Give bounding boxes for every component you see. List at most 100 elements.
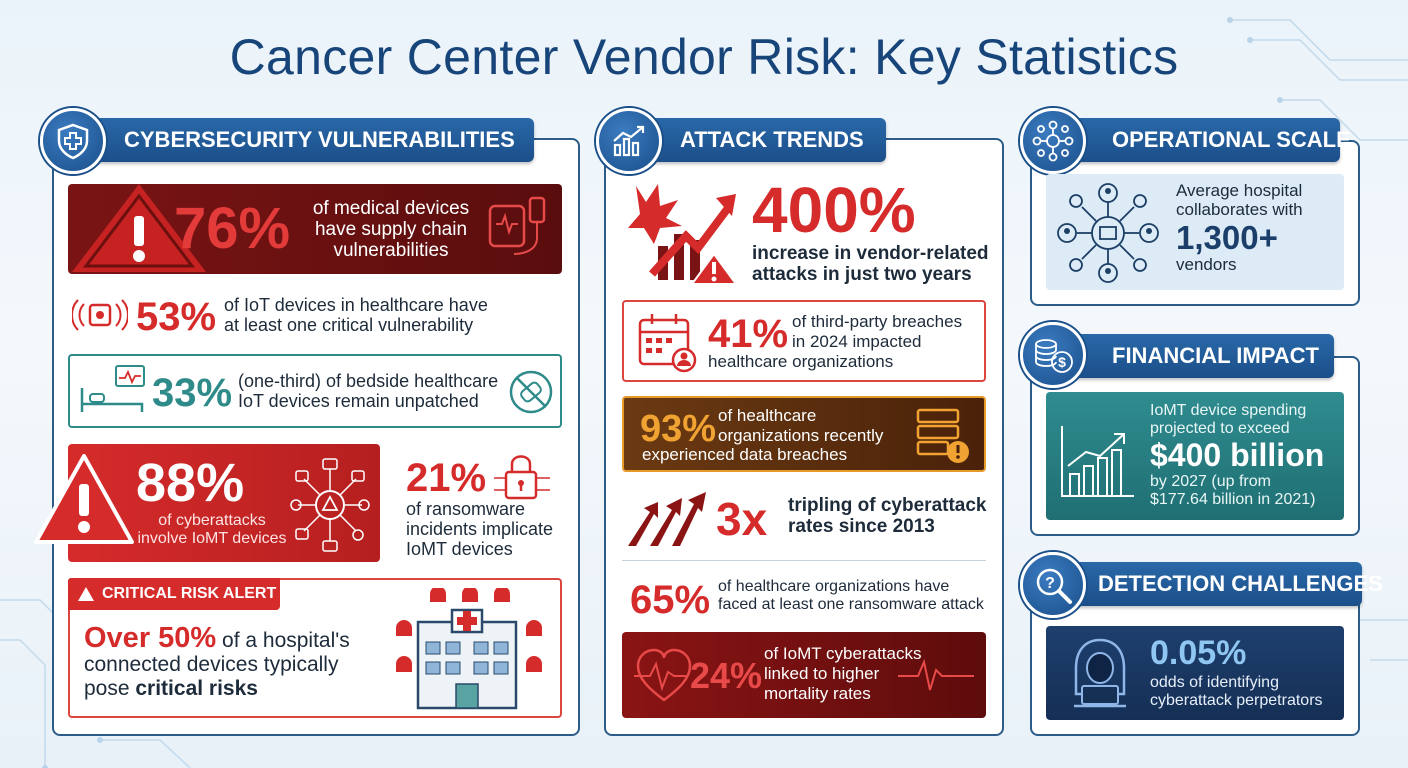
operational-scale-header-label: OPERATIONAL SCALE xyxy=(1112,127,1351,152)
stat-3x-text-line2: rates since 2013 xyxy=(788,515,935,537)
stat-93-text-line3: experienced data breaches xyxy=(642,445,848,465)
critical-risk-label-box: CRITICAL RISK ALERT xyxy=(68,578,280,610)
network-icon xyxy=(1020,108,1086,174)
coins-dollar-icon: $ xyxy=(1020,322,1086,388)
detection-value: 0.05% xyxy=(1150,634,1247,672)
magnifier-question-icon: ? xyxy=(1020,552,1086,618)
iot-signal-icon xyxy=(72,299,128,331)
stat-65-text-line2: faced at least one ransomware attack xyxy=(718,595,984,613)
cybersecurity-header-label: CYBERSECURITY VULNERABILITIES xyxy=(124,127,515,152)
stat-65-text-line1: of healthcare organizations have xyxy=(718,578,950,595)
stat-3x-value: 3x xyxy=(716,493,768,545)
attack-trends-header: ATTACK TRENDS xyxy=(630,118,886,162)
detection-header: DETECTION CHALLENGES xyxy=(1062,562,1383,606)
financial-impact-header: FINANCIAL IMPACT xyxy=(1062,334,1334,378)
stat-65-value: 65% xyxy=(630,578,711,622)
alert-warning-icon xyxy=(78,587,94,601)
ecg-line-icon xyxy=(898,658,974,691)
financial-impact-card: IoMT device spending projected to exceed… xyxy=(1046,392,1344,520)
financial-impact-text-line1: IoMT device spending xyxy=(1150,402,1307,419)
stat-24-text: of IoMT cyberattacks linked to higher mo… xyxy=(764,644,921,704)
triple-arrow-icon xyxy=(628,492,706,546)
stat-88-text: of cyberattacks involve IoMT devices xyxy=(134,512,290,547)
stat-93-text-line2: organizations recently xyxy=(718,425,884,445)
medical-device-icon xyxy=(488,196,546,255)
stat-3x-text-line1: tripling of cyberattack xyxy=(788,495,987,516)
stat-21-text-line1: of ransomware xyxy=(406,499,526,519)
ransomware-lock-icon xyxy=(494,455,550,500)
critical-risk-text-line2: connected devices typically xyxy=(84,653,339,676)
stat-24-text-line3: mortality rates xyxy=(764,684,871,704)
stat-76-text-line3: vulnerabilities xyxy=(333,239,449,261)
stat-24-text-line2: linked to higher xyxy=(764,664,880,684)
critical-risk-lead: Over 50% xyxy=(84,622,217,654)
operational-scale-text-line3: vendors xyxy=(1176,255,1237,275)
svg-text:$: $ xyxy=(1058,354,1066,370)
detection-header-label: DETECTION CHALLENGES xyxy=(1098,571,1383,596)
stat-88-value: 88% xyxy=(136,453,245,513)
stat-76-text-line1: of medical devices xyxy=(312,198,470,219)
database-warning-icon xyxy=(916,408,969,463)
stat-400-text: increase in vendor-related attacks in ju… xyxy=(752,243,989,286)
stat-21-value: 21% xyxy=(406,456,487,500)
heartbeat-icon xyxy=(634,648,692,702)
detection-text: odds of identifying cyberattack perpetra… xyxy=(1150,674,1323,709)
stat-76-text-line2: have supply chain xyxy=(314,218,468,240)
operational-scale-header: OPERATIONAL SCALE xyxy=(1062,118,1351,162)
stat-76-value: 76% xyxy=(174,196,291,261)
critical-risk-label: CRITICAL RISK ALERT xyxy=(102,585,277,602)
financial-impact-text: IoMT device spending projected to exceed… xyxy=(1150,402,1324,508)
stat-93-value: 93% xyxy=(640,408,717,450)
stat-53-row: 53% of IoT devices in healthcare have at… xyxy=(72,288,562,344)
vendor-network-icon xyxy=(1057,183,1159,283)
stat-53-text-line1: of IoT devices in healthcare have xyxy=(224,295,488,315)
operational-scale-value: 1,300+ xyxy=(1176,219,1278,257)
warning-triangle-icon xyxy=(72,184,206,272)
stat-21-text-line2: incidents implicate xyxy=(406,518,554,539)
financial-impact-text-line2: projected to exceed xyxy=(1150,419,1290,437)
stat-400-text-line1: increase in vendor-related xyxy=(752,243,989,264)
stat-76-card: 76% of medical devices have supply chain… xyxy=(68,184,562,274)
detection-card: 0.05% odds of identifying cyberattack pe… xyxy=(1046,626,1344,720)
operational-scale-text: Average hospital collaborates with 1,300… xyxy=(1176,181,1303,275)
iomt-network-icon xyxy=(290,458,370,552)
stat-41-text-line3: healthcare organizations xyxy=(708,352,894,372)
financial-impact-header-label: FINANCIAL IMPACT xyxy=(1112,343,1319,368)
no-patch-icon xyxy=(509,370,553,414)
stat-21-text: of ransomware incidents implicate IoMT d… xyxy=(406,499,554,559)
stat-88-text-line2: involve IoMT devices xyxy=(137,529,287,547)
critical-risk-text-line1: of a hospital's xyxy=(216,629,350,652)
critical-risk-text-line3a: pose xyxy=(84,676,136,700)
critical-risk-text: Over 50% of a hospital's connected devic… xyxy=(84,624,350,700)
stat-24-card: 24% of IoMT cyberattacks linked to highe… xyxy=(622,632,986,718)
financial-impact-value: $400 billion xyxy=(1150,437,1325,474)
stat-93-card: 93% of healthcare organizations recently… xyxy=(622,396,986,472)
financial-impact-text-line4: $177.64 billion in 2021) xyxy=(1150,490,1316,508)
calendar-user-icon xyxy=(638,314,697,373)
stat-53-value: 53% xyxy=(136,295,217,339)
stat-21-text-line3: IoMT devices xyxy=(406,538,513,559)
detection-text-line2: cyberattack perpetrators xyxy=(1150,691,1323,709)
financial-impact-text-line3: by 2027 (up from xyxy=(1150,473,1271,491)
stat-41-text-line1: of third-party breaches xyxy=(792,312,963,331)
trend-chart-icon xyxy=(596,108,662,174)
cybersecurity-header: CYBERSECURITY VULNERABILITIES xyxy=(80,118,534,162)
stat-400-text-line2: attacks in just two years xyxy=(752,263,972,285)
page-title: Cancer Center Vendor Risk: Key Statistic… xyxy=(229,29,1179,85)
stat-33-text-line1: (one-third) of bedside healthcare xyxy=(238,371,499,391)
detection-text-line1: odds of identifying xyxy=(1150,674,1279,691)
operational-scale-text-line2: collaborates with xyxy=(1176,199,1303,219)
stat-93-text: of healthcare organizations recently exp… xyxy=(642,406,883,465)
stat-33-text: (one-third) of bedside healthcare IoT de… xyxy=(238,371,499,412)
divider xyxy=(622,560,986,561)
hospital-bed-icon xyxy=(80,365,145,412)
stat-24-value: 24% xyxy=(690,655,763,696)
stat-41-text-line2: in 2024 impacted xyxy=(792,332,922,352)
operational-scale-card: Average hospital collaborates with 1,300… xyxy=(1046,174,1344,290)
stat-33-value: 33% xyxy=(152,371,233,415)
hacker-icon xyxy=(1074,638,1126,708)
warning-triangle-icon-2 xyxy=(34,454,134,544)
operational-scale-text-line1: Average hospital xyxy=(1176,181,1303,200)
stat-400-value: 400% xyxy=(752,174,916,246)
stat-33-card: 33% (one-third) of bedside healthcare Io… xyxy=(68,354,562,428)
